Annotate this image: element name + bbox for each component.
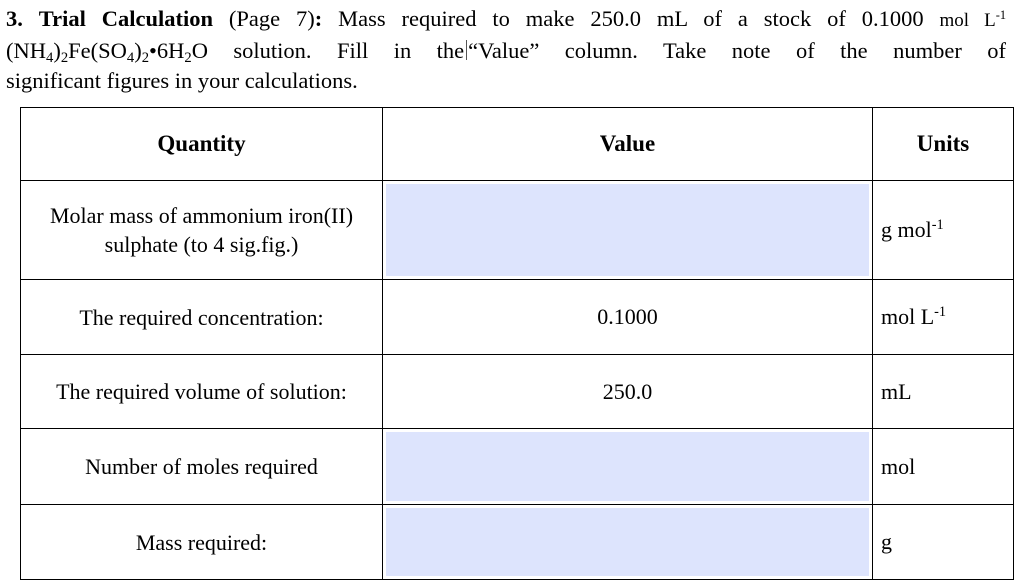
- header-value: Value: [382, 107, 873, 181]
- table-row: The required concentration: 0.1000 mol L…: [20, 279, 1014, 355]
- table-row: The required volume of solution: 250.0 m…: [20, 354, 1014, 429]
- unit-cell: mol L-1: [872, 279, 1014, 355]
- moles-input[interactable]: [386, 431, 869, 502]
- molar-mass-input[interactable]: [386, 184, 869, 276]
- volume-value: 250.0: [382, 354, 873, 429]
- page-reference: (Page 7): [228, 6, 315, 31]
- heading-text-2: “Value” column. Take note of the number …: [468, 38, 1007, 63]
- quantity-cell: The required concentration:: [20, 279, 383, 355]
- heading-line-2: (NH4)2Fe(SO4)2•6H2O solution. Fill in th…: [6, 36, 1006, 66]
- quantity-cell: Mass required:: [20, 504, 383, 580]
- table-row: Mass required: g: [20, 504, 1014, 580]
- mass-value-field[interactable]: [382, 504, 873, 580]
- quantity-cell: Number of moles required: [20, 428, 383, 505]
- mass-input[interactable]: [386, 507, 869, 577]
- heading-line-3: significant figures in your calculations…: [6, 68, 358, 93]
- question-number: 3.: [6, 6, 23, 31]
- header-quantity: Quantity: [20, 107, 383, 181]
- molar-mass-value-field[interactable]: [382, 180, 873, 280]
- heading-unit: mol L-1: [939, 8, 1006, 31]
- table-row: Number of moles required mol: [20, 428, 1014, 505]
- header-units: Units: [872, 107, 1014, 181]
- unit-cell: mL: [872, 354, 1014, 429]
- chemical-formula: (NH4)2Fe(SO4)2•6H2O solution. Fill in th…: [6, 38, 465, 67]
- table-row: Molar mass of ammonium iron(II) sulphate…: [20, 180, 1014, 280]
- moles-value-field[interactable]: [382, 428, 873, 505]
- quantity-cell: Molar mass of ammonium iron(II) sulphate…: [20, 180, 383, 280]
- unit-cell: g: [872, 504, 1014, 580]
- question-heading: 3. Trial Calculation (Page 7): Mass requ…: [6, 4, 1006, 96]
- unit-cell: g mol-1: [872, 180, 1014, 280]
- quantity-cell: The required volume of solution:: [20, 354, 383, 429]
- table-header-row: Quantity Value Units: [20, 107, 1014, 181]
- heading-text-1: Mass required to make 250.0 mL of a stoc…: [338, 6, 924, 31]
- text-cursor: [466, 40, 468, 60]
- title-colon: :: [314, 6, 323, 31]
- calculation-table: Quantity Value Units Molar mass of ammon…: [20, 107, 1014, 580]
- unit-cell: mol: [872, 428, 1014, 505]
- heading-line-1: 3. Trial Calculation (Page 7): Mass requ…: [6, 4, 1006, 36]
- question-title: Trial Calculation: [38, 6, 213, 31]
- concentration-value: 0.1000: [382, 279, 873, 355]
